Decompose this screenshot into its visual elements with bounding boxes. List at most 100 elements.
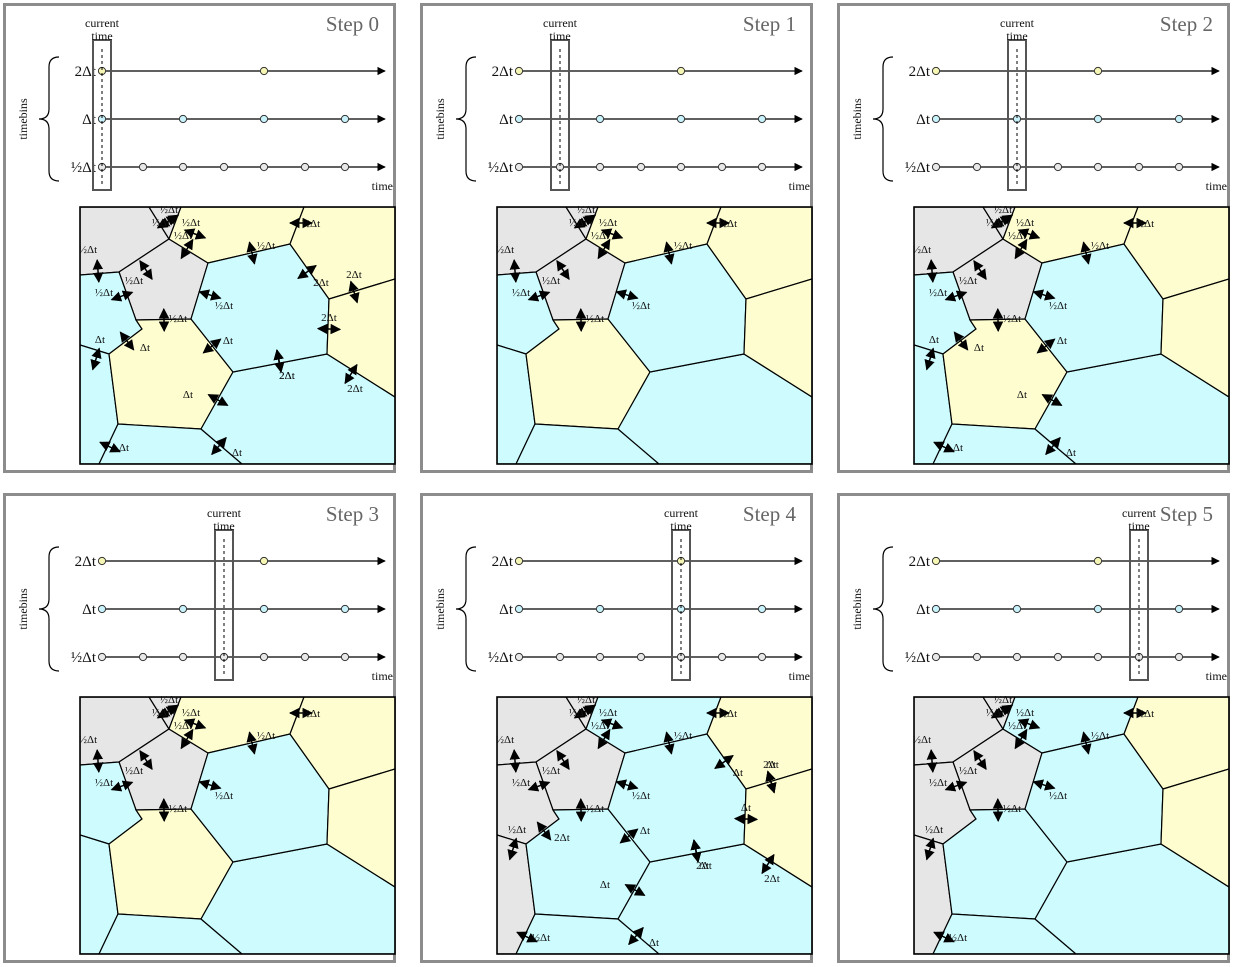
timestep-marker bbox=[514, 162, 524, 172]
current-time-label: time bbox=[549, 29, 570, 43]
flux-label: 2Δt bbox=[346, 269, 362, 281]
flux-label: ½Δt bbox=[719, 708, 737, 720]
flux-arrow bbox=[348, 280, 360, 304]
flux-arrow bbox=[597, 728, 611, 750]
flux-arrow bbox=[1014, 238, 1028, 260]
flux-label: Δt bbox=[1017, 389, 1027, 401]
timestep-marker bbox=[1093, 652, 1103, 662]
flux-arrow bbox=[1032, 289, 1056, 301]
flux-label: ½Δt bbox=[496, 244, 514, 256]
flux-arrow bbox=[1036, 338, 1056, 354]
flux-label: 2Δt bbox=[696, 860, 712, 872]
timestep-marker bbox=[138, 162, 148, 172]
timestep-marker bbox=[757, 114, 767, 124]
timestep-marker bbox=[972, 652, 982, 662]
timebins-label: timebins bbox=[433, 98, 447, 140]
flux-label: 2Δt bbox=[764, 873, 780, 885]
flux-arrow bbox=[246, 731, 258, 755]
flux-arrow bbox=[198, 289, 222, 301]
flux-arrow bbox=[615, 779, 639, 791]
timestep-marker bbox=[1093, 114, 1103, 124]
flux-arrow bbox=[933, 931, 955, 943]
flux-label: ½Δt bbox=[512, 287, 530, 299]
flux-arrow bbox=[110, 290, 134, 302]
flux-label: ½Δt bbox=[125, 275, 143, 287]
flux-label: ½Δt bbox=[542, 765, 560, 777]
flux-label: ½Δt bbox=[542, 275, 560, 287]
timestep-marker bbox=[1174, 652, 1184, 662]
timestep-marker bbox=[178, 652, 188, 662]
timebins-label: timebins bbox=[16, 588, 30, 630]
voronoi-mesh bbox=[913, 696, 1230, 955]
flux-label: 2Δt bbox=[279, 370, 295, 382]
timestep-marker bbox=[555, 652, 565, 662]
timestep-marker bbox=[300, 652, 310, 662]
flux-arrow bbox=[246, 241, 258, 265]
flux-arrow bbox=[139, 749, 153, 771]
flux-label: Δt bbox=[1066, 447, 1076, 459]
flux-arrow bbox=[765, 770, 777, 794]
timestep-marker bbox=[514, 114, 524, 124]
timestep-marker bbox=[595, 114, 605, 124]
flux-label: ½Δt bbox=[152, 217, 170, 229]
current-time-box bbox=[92, 39, 112, 191]
flux-arrow bbox=[1017, 228, 1041, 240]
flux-arrow bbox=[600, 228, 624, 240]
mesh-border bbox=[79, 696, 396, 955]
flux-arrow bbox=[527, 780, 551, 792]
flux-label: Δt bbox=[223, 335, 233, 347]
step-title: Step 1 bbox=[742, 12, 796, 36]
timestep-marker bbox=[717, 652, 727, 662]
flux-label: ½Δt bbox=[599, 217, 617, 229]
mesh-border bbox=[496, 206, 813, 465]
flux-label: ½Δt bbox=[632, 790, 650, 802]
flux-label: Δt bbox=[741, 802, 751, 814]
flux-label: Δt bbox=[600, 879, 610, 891]
timestep-marker bbox=[1174, 114, 1184, 124]
flux-label: Δt bbox=[699, 860, 709, 872]
timestep-marker bbox=[676, 114, 686, 124]
flux-arrow bbox=[92, 748, 104, 774]
current-time-box bbox=[1129, 529, 1149, 681]
step-panel: Step 2 2Δt Δt ½Δt timebins time current time ½Δt… bbox=[837, 3, 1230, 473]
flux-arrow bbox=[509, 748, 521, 774]
flux-label: ½Δt bbox=[986, 217, 1004, 229]
voronoi-mesh bbox=[913, 206, 1230, 465]
voronoi-mesh bbox=[79, 206, 396, 465]
flux-label: ½Δt bbox=[959, 275, 977, 287]
flux-arrow bbox=[180, 238, 194, 260]
flux-label: Δt bbox=[95, 334, 105, 346]
flux-label: Δt bbox=[119, 442, 129, 454]
flux-arrow bbox=[733, 813, 759, 825]
flux-label: ½Δt bbox=[577, 694, 595, 706]
flux-arrow bbox=[597, 238, 611, 260]
current-time-label: time bbox=[213, 519, 234, 533]
flux-arrow bbox=[944, 290, 968, 302]
panel-drawing: 2ΔtΔt½Δttimebinstimecurrenttime½Δt½Δt½Δt… bbox=[850, 16, 1230, 465]
timebins-brace bbox=[455, 546, 477, 672]
flux-arrow bbox=[973, 749, 987, 771]
timestep-marker bbox=[931, 66, 941, 76]
flux-arrow bbox=[211, 436, 227, 456]
timestep-marker bbox=[931, 556, 941, 566]
timestep-marker bbox=[340, 114, 350, 124]
flux-label: ½Δt bbox=[719, 218, 737, 230]
flux-arrow bbox=[926, 258, 938, 284]
timestep-marker bbox=[717, 162, 727, 172]
flux-label: Δt bbox=[974, 342, 984, 354]
flux-arrow bbox=[615, 289, 639, 301]
time-axis-label: time bbox=[789, 179, 810, 193]
flux-label: ½Δt bbox=[1049, 300, 1067, 312]
current-time-label: current bbox=[543, 16, 578, 30]
current-time-label: time bbox=[1006, 29, 1027, 43]
timestep-marker bbox=[340, 604, 350, 614]
timebin-label: ½Δt bbox=[488, 650, 514, 666]
flux-label: Δt bbox=[183, 389, 193, 401]
flux-arrow bbox=[990, 215, 1012, 229]
flux-arrow bbox=[316, 323, 342, 335]
flux-label: ½Δt bbox=[79, 734, 97, 746]
flux-label: ½Δt bbox=[160, 204, 178, 216]
timestep-marker bbox=[931, 604, 941, 614]
flux-arrow bbox=[761, 853, 775, 875]
